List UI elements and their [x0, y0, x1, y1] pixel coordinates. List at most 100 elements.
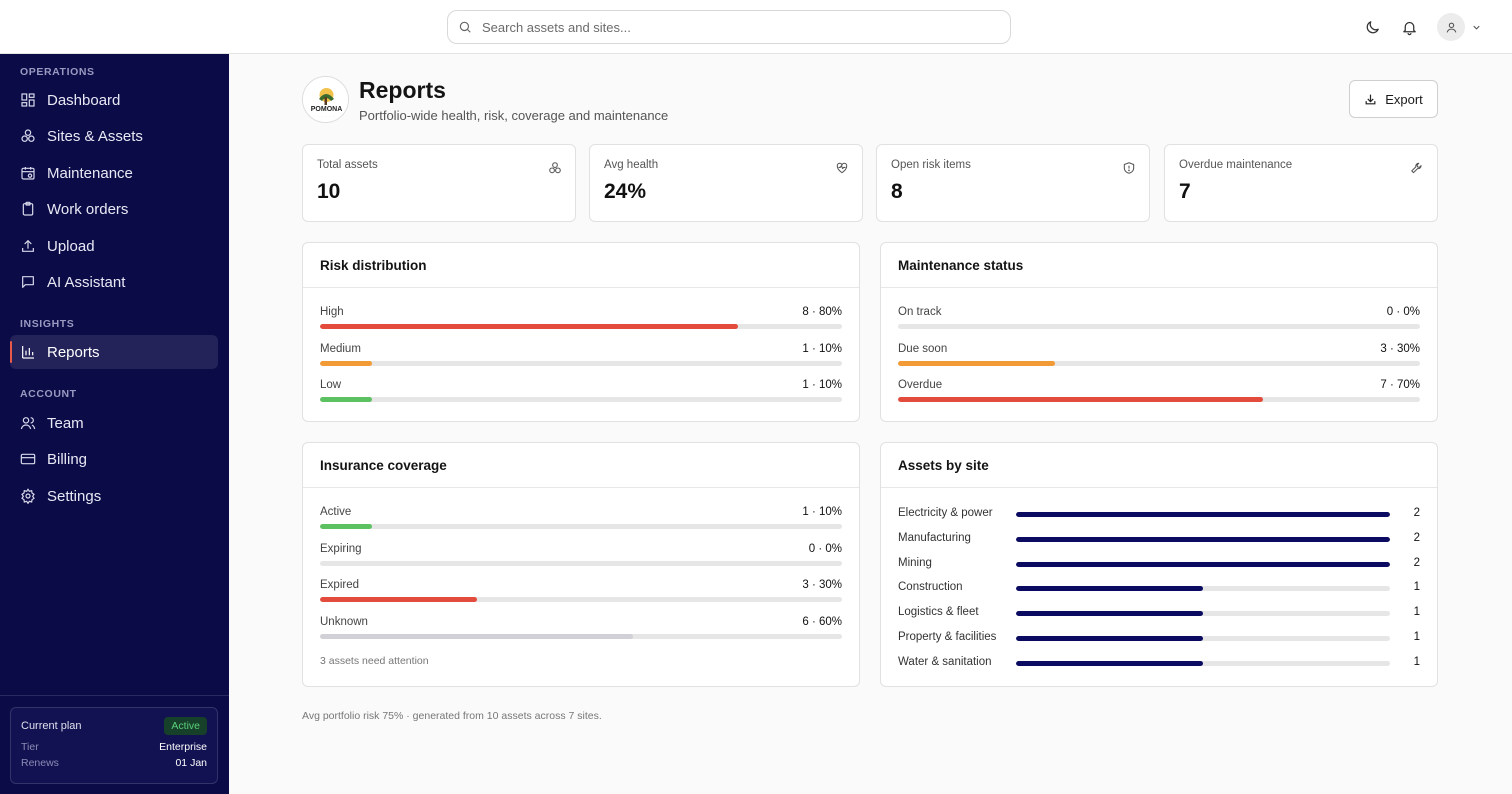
site-row: Water & sanitation 1 — [898, 656, 1420, 676]
sidebar-item-settings[interactable]: Settings — [10, 479, 218, 513]
company-logo: POMONA · · · · · — [302, 76, 349, 123]
moon-icon — [1366, 20, 1379, 33]
sidebar-divider — [0, 695, 229, 696]
sidebar-item-dashboard[interactable]: Dashboard — [10, 83, 218, 117]
bar-label: Unknown — [320, 615, 368, 628]
site-bar-track — [1016, 536, 1390, 542]
sidebar-item-maintenance[interactable]: Maintenance — [10, 156, 218, 190]
bar-label: Active — [320, 506, 352, 518]
kpi-value: 24% — [604, 180, 647, 203]
bar-label: Overdue — [898, 379, 943, 391]
progress-track — [898, 324, 1420, 329]
clipboard-icon — [22, 201, 34, 216]
upload-icon — [22, 239, 34, 252]
progress-track — [320, 597, 842, 602]
search-input[interactable] — [482, 19, 982, 35]
bar-value: 8 · 80% — [802, 306, 842, 318]
export-button[interactable]: Export — [1349, 80, 1438, 118]
site-bar-track — [1016, 512, 1390, 517]
theme-toggle-button[interactable] — [1359, 14, 1385, 40]
page-subtitle: Portfolio-wide health, risk, coverage an… — [359, 108, 669, 123]
site-bar-fill — [1016, 611, 1203, 617]
sidebar-item-team[interactable]: Team — [10, 406, 218, 440]
plan-tier-label: Tier — [21, 741, 39, 753]
page-title: Reports — [359, 77, 446, 103]
notifications-button[interactable] — [1396, 14, 1422, 40]
search-box[interactable] — [447, 10, 1011, 44]
sidebar-item-label: Work orders — [47, 200, 129, 218]
site-label: Water & sanitation — [898, 655, 992, 668]
bar-row-active: Active 1 · 10% — [320, 506, 842, 536]
site-bar-track — [1016, 660, 1390, 666]
sidebar-item-label: Dashboard — [47, 91, 121, 109]
bar-label: High — [320, 306, 344, 318]
sidebar-item-sites-assets[interactable]: Sites & Assets — [10, 119, 218, 153]
bar-value: 3 · 30% — [802, 579, 842, 591]
sidebar-item-label: Team — [47, 414, 84, 432]
bar-value: 3 · 30% — [1380, 342, 1420, 355]
top-bar — [0, 0, 1512, 54]
bar-row-overdue: Overdue 7 · 70% — [898, 379, 1420, 409]
progress-fill — [898, 397, 1264, 402]
kpi-label: Avg health — [604, 159, 659, 171]
user-menu[interactable] — [1437, 13, 1482, 41]
svg-text:· · · · ·: · · · · · — [318, 114, 335, 118]
users-icon — [20, 417, 36, 430]
status-badge: Active — [164, 717, 207, 735]
site-label: Manufacturing — [898, 531, 971, 544]
bar-row-expired: Expired 3 · 30% — [320, 579, 842, 609]
site-row: Mining 2 — [898, 557, 1420, 577]
sidebar-item-label: Reports — [47, 343, 100, 361]
footer-note: Avg portfolio risk 75% · generated from … — [302, 710, 602, 722]
site-bar-fill — [1016, 636, 1203, 641]
kpi-avg-health: Avg health 24% — [589, 144, 863, 222]
kpi-overdue-maintenance: Overdue maintenance 7 — [1164, 144, 1438, 222]
bar-value: 6 · 60% — [802, 615, 842, 628]
bar-value: 0 · 0% — [808, 542, 842, 555]
site-bar-fill — [1016, 660, 1203, 666]
bar-value: 7 · 70% — [1380, 379, 1420, 391]
sidebar-item-billing[interactable]: Billing — [10, 442, 218, 476]
progress-fill — [320, 597, 477, 602]
site-row: Property & facilities 1 — [898, 631, 1420, 651]
card-title: Insurance coverage — [303, 443, 859, 488]
progress-track — [898, 360, 1420, 366]
card-title: Assets by site — [881, 443, 1437, 488]
sidebar-item-label: AI Assistant — [47, 273, 126, 291]
bar-value: 1 · 10% — [802, 342, 842, 355]
site-count: 1 — [1413, 581, 1420, 594]
sidebar-item-reports[interactable]: Reports — [10, 335, 218, 369]
bar-value: 1 · 10% — [802, 506, 842, 518]
bar-label: Expiring — [320, 542, 362, 555]
site-bar-fill — [1016, 536, 1390, 542]
bar-label: Due soon — [898, 342, 948, 355]
calendar-icon — [21, 167, 35, 180]
kpi-label: Overdue maintenance — [1179, 159, 1293, 171]
svg-text:POMONA: POMONA — [311, 106, 343, 113]
section-label-insights: INSIGHTS — [20, 318, 75, 330]
progress-track — [320, 524, 842, 529]
site-bar-fill — [1016, 561, 1390, 567]
bar-label: Expired — [320, 579, 359, 591]
bar-chart-icon — [22, 346, 34, 359]
sidebar-item-upload[interactable]: Upload — [10, 229, 218, 263]
kpi-value: 7 — [1179, 180, 1191, 203]
site-bar-track — [1016, 611, 1390, 617]
site-bar-track — [1016, 586, 1390, 592]
sidebar-item-label: Upload — [47, 237, 95, 255]
section-label-operations: OPERATIONS — [20, 66, 95, 78]
sidebar-item-work-orders[interactable]: Work orders — [10, 192, 218, 226]
bar-label: Medium — [320, 342, 361, 355]
card-title: Risk distribution — [303, 243, 859, 288]
kpi-value: 10 — [317, 180, 341, 203]
bell-icon — [1402, 21, 1416, 35]
bar-row-medium: Medium 1 · 10% — [320, 343, 842, 373]
heart-pulse-icon — [836, 162, 848, 174]
bar-row-unknown: Unknown 6 · 60% — [320, 616, 842, 646]
kpi-label: Total assets — [317, 159, 378, 171]
site-row: Construction 1 — [898, 581, 1420, 601]
progress-track — [320, 324, 842, 329]
site-count: 2 — [1413, 531, 1420, 544]
sidebar-item-ai-assistant[interactable]: AI Assistant — [10, 265, 218, 299]
progress-fill — [320, 360, 373, 366]
